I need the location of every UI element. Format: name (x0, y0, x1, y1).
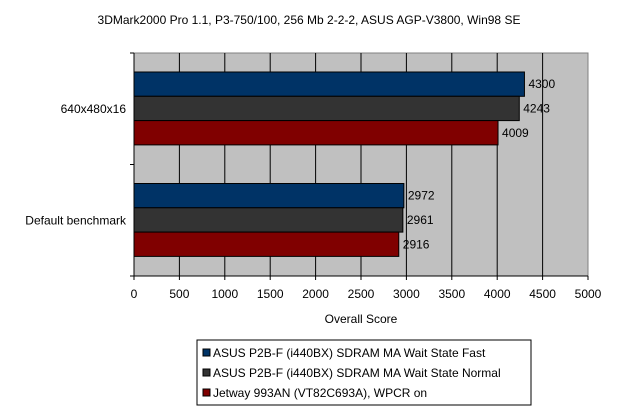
x-tick-label: 500 (169, 287, 189, 301)
x-tick-label: 4500 (529, 287, 556, 301)
legend: ASUS P2B-F (i440BX) SDRAM MA Wait State … (196, 339, 532, 406)
legend-label: Jetway 993AN (VT82C693A), WPCR on (213, 386, 427, 400)
legend-swatch (202, 368, 211, 377)
x-tick-label: 1500 (257, 287, 284, 301)
bar (133, 71, 525, 97)
x-tick-label: 3500 (438, 287, 465, 301)
x-tick-label: 2000 (302, 287, 329, 301)
data-label: 4009 (502, 126, 529, 140)
data-label: 4243 (523, 101, 550, 115)
x-tick-label: 0 (131, 287, 138, 301)
chart-title: 3DMark2000 Pro 1.1, P3-750/100, 256 Mb 2… (98, 13, 521, 27)
x-tick-label: 4000 (484, 287, 511, 301)
bar (133, 120, 499, 146)
bar (133, 231, 400, 257)
category-label: Default benchmark (25, 213, 127, 227)
x-axis-label: Overall Score (325, 312, 398, 326)
bar (133, 183, 405, 209)
bar (133, 207, 404, 233)
x-tick-label: 2500 (348, 287, 375, 301)
legend-label: ASUS P2B-F (i440BX) SDRAM MA Wait State … (213, 366, 501, 380)
data-label: 2972 (408, 189, 435, 203)
legend-label: ASUS P2B-F (i440BX) SDRAM MA Wait State … (213, 346, 486, 360)
category-label: 640x480x16 (61, 102, 127, 116)
x-tick-label: 1000 (211, 287, 238, 301)
legend-swatch (202, 388, 211, 397)
x-tick-label: 5000 (575, 287, 602, 301)
legend-swatch (202, 348, 211, 357)
data-label: 2916 (403, 237, 430, 251)
data-label: 2961 (407, 213, 434, 227)
data-label: 4300 (528, 77, 555, 91)
x-tick-label: 3000 (393, 287, 420, 301)
bar (133, 95, 520, 122)
